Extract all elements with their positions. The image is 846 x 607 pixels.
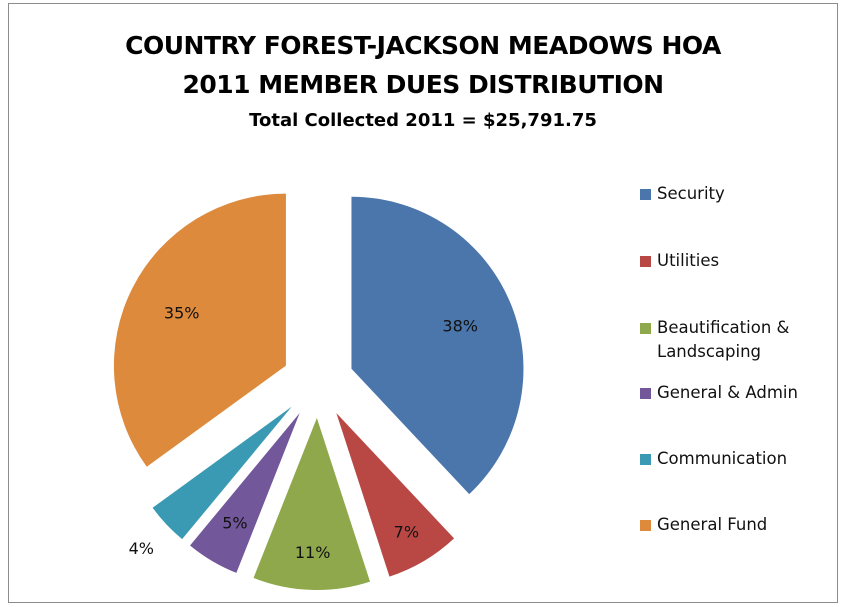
data-label-beautification-landscaping: 11% xyxy=(295,543,331,562)
legend-swatch xyxy=(640,454,651,465)
pie-slice-general-admin xyxy=(190,412,300,573)
legend-label: Utilities xyxy=(657,251,720,270)
chart-total-note: Total Collected 2011 = $25,791.75 xyxy=(249,110,597,131)
chart-subtitle: 2011 MEMBER DUES DISTRIBUTION xyxy=(182,70,664,99)
pie-slice-utilities xyxy=(336,412,455,577)
legend-label: Landscaping xyxy=(657,342,762,361)
pie-slice-beautification-landscaping xyxy=(253,417,371,590)
pie-slice-security xyxy=(351,196,524,495)
chart-title: COUNTRY FOREST-JACKSON MEADOWS HOA xyxy=(125,31,721,60)
data-label-communication: 4% xyxy=(129,539,154,558)
legend-swatch xyxy=(640,388,651,399)
legend-swatch xyxy=(640,256,651,267)
legend-swatch xyxy=(640,189,651,200)
data-label-general-admin: 5% xyxy=(222,514,247,533)
pie-slice-general-fund xyxy=(113,193,286,467)
legend-label: General & Admin xyxy=(657,383,798,402)
legend-swatch xyxy=(640,520,651,531)
legend-label: Security xyxy=(657,184,725,203)
data-label-utilities: 7% xyxy=(394,522,419,541)
data-label-general-fund: 35% xyxy=(164,304,200,323)
legend-swatch xyxy=(640,323,651,334)
pie-slice-communication xyxy=(152,406,292,540)
legend-label: Communication xyxy=(657,449,788,468)
legend-label: Beautification & xyxy=(657,318,790,337)
data-label-security: 38% xyxy=(442,317,478,336)
legend-label: General Fund xyxy=(657,515,768,534)
